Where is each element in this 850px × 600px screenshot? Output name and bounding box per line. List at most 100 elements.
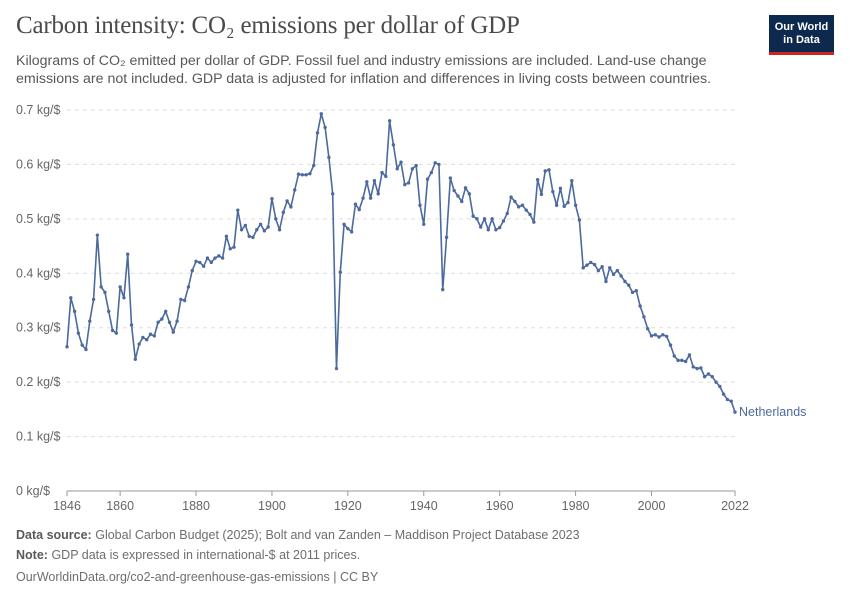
data-point xyxy=(289,205,293,209)
data-point xyxy=(110,328,115,333)
data-point xyxy=(182,298,187,303)
data-point xyxy=(376,192,380,196)
data-point xyxy=(133,357,138,361)
data-point xyxy=(516,205,521,209)
data-point xyxy=(721,392,726,396)
data-point xyxy=(334,366,339,371)
data-point xyxy=(623,279,627,284)
data-point xyxy=(293,188,297,192)
data-point xyxy=(323,125,327,130)
series-label-netherlands: Netherlands xyxy=(739,405,806,419)
data-point xyxy=(190,268,194,273)
data-point xyxy=(160,317,164,321)
data-point xyxy=(406,181,411,185)
data-point xyxy=(718,384,722,389)
data-point xyxy=(399,160,403,164)
data-point xyxy=(262,229,267,233)
data-point xyxy=(733,410,737,414)
data-point xyxy=(152,334,156,338)
data-point xyxy=(175,319,179,323)
data-point xyxy=(570,179,574,183)
owid-logo[interactable]: Our World in Data xyxy=(769,15,834,55)
data-point xyxy=(76,331,81,335)
x-tick-label: 1980 xyxy=(562,499,590,513)
logo-line-2: in Data xyxy=(783,33,820,46)
data-point xyxy=(646,327,650,331)
data-point xyxy=(619,274,623,278)
x-tick-label: 1846 xyxy=(53,499,81,513)
data-point xyxy=(479,225,483,229)
data-point xyxy=(201,264,206,268)
y-tick-label: 0 kg/$ xyxy=(16,484,50,498)
x-tick-label: 1920 xyxy=(334,499,362,513)
note-text: GDP data is expressed in international-$… xyxy=(51,548,361,562)
y-tick-label: 0.4 kg/$ xyxy=(16,266,61,280)
data-point xyxy=(554,203,559,207)
x-tick-label: 1860 xyxy=(106,499,134,513)
data-point xyxy=(380,170,384,175)
data-point xyxy=(589,260,593,265)
data-point xyxy=(103,290,107,295)
data-point xyxy=(725,397,730,402)
chart-title: Carbon intensity: CO₂ emissions per doll… xyxy=(16,12,520,39)
data-point xyxy=(490,217,494,221)
data-point xyxy=(395,167,399,171)
data-point xyxy=(547,168,551,172)
data-point xyxy=(528,212,532,217)
data-point xyxy=(729,399,733,403)
data-point xyxy=(422,222,426,226)
data-point xyxy=(668,343,673,347)
data-source-label: Data source: xyxy=(16,528,92,542)
data-point xyxy=(596,268,601,273)
y-tick-label: 0.7 kg/$ xyxy=(16,103,61,117)
data-point xyxy=(672,354,676,358)
data-point xyxy=(391,143,396,147)
data-point xyxy=(611,272,616,277)
data-point xyxy=(551,189,555,194)
data-point xyxy=(414,163,418,168)
data-point xyxy=(72,309,77,314)
line-chart: 0 kg/$ 0.1 kg/$ 0.2 kg/$ 0.3 kg/$ 0.4 kg/$ 0.… xyxy=(16,103,806,513)
data-point xyxy=(114,331,119,335)
data-point xyxy=(285,199,289,203)
x-tick-label: 1900 xyxy=(258,499,286,513)
data-point xyxy=(194,259,198,264)
data-point xyxy=(539,192,544,197)
data-point xyxy=(604,279,608,284)
data-point xyxy=(714,380,718,384)
data-point xyxy=(627,283,631,287)
data-point xyxy=(129,323,134,327)
data-point xyxy=(277,228,282,232)
data-point xyxy=(460,199,464,204)
data-point xyxy=(448,176,453,180)
data-point xyxy=(642,315,646,319)
data-point xyxy=(224,234,229,238)
data-point xyxy=(88,319,92,323)
data-point xyxy=(255,228,259,232)
data-point xyxy=(653,333,657,337)
data-point xyxy=(433,161,437,165)
data-point xyxy=(566,200,570,205)
data-point xyxy=(80,343,84,347)
y-tick-label: 0.3 kg/$ xyxy=(16,321,61,335)
chart-note: Note: GDP data is expressed in internati… xyxy=(16,548,360,562)
data-point xyxy=(630,290,635,295)
data-point xyxy=(236,208,240,212)
x-tick-label: 1880 xyxy=(182,499,210,513)
data-point xyxy=(281,210,286,215)
data-point xyxy=(558,186,563,191)
data-point xyxy=(319,112,323,116)
data-point xyxy=(699,366,703,370)
data-point xyxy=(137,342,141,346)
series-line-netherlands xyxy=(66,113,736,413)
data-source-text[interactable]: Global Carbon Budget (2025); Bolt and va… xyxy=(95,528,580,542)
data-point xyxy=(441,287,445,292)
data-point xyxy=(615,268,620,273)
data-point xyxy=(296,172,301,176)
data-point xyxy=(361,196,365,200)
data-point xyxy=(315,131,320,135)
data-point xyxy=(600,265,604,269)
data-point xyxy=(141,335,145,340)
data-point xyxy=(680,358,684,363)
source-url[interactable]: OurWorldinData.org/co2-and-greenhouse-ga… xyxy=(16,570,379,584)
